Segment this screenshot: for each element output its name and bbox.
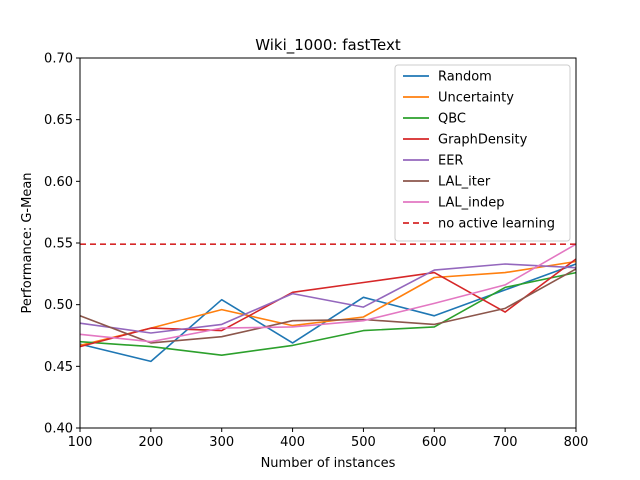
y-tick-label: 0.50 xyxy=(44,298,73,313)
x-tick-label: 400 xyxy=(280,435,305,450)
series-line-graphdensity xyxy=(79,258,577,348)
series-line-lal-iter xyxy=(79,268,577,344)
x-tick-label: 800 xyxy=(564,435,589,450)
legend-label: LAL_indep xyxy=(438,196,505,211)
y-axis: 0.40 0.45 0.50 0.55 0.60 0.65 0.70 xyxy=(44,52,80,437)
legend-label: LAL_iter xyxy=(438,175,491,190)
legend-label: QBC xyxy=(438,112,466,127)
plot-lines xyxy=(79,243,577,363)
y-axis-label: Performance: G-Mean xyxy=(20,172,35,313)
y-tick-label: 0.70 xyxy=(44,52,73,67)
y-tick-label: 0.60 xyxy=(44,175,73,190)
y-tick-label: 0.40 xyxy=(44,422,73,437)
x-tick-label: 500 xyxy=(351,435,376,450)
legend-box xyxy=(394,64,571,242)
legend-label: Random xyxy=(438,70,492,85)
legend-label: GraphDensity xyxy=(438,133,528,148)
y-tick-label: 0.65 xyxy=(44,113,73,128)
series-line-lal-indep xyxy=(79,243,577,343)
legend: Random Uncertainty QBC GraphDensity EER LAL_i… xyxy=(394,64,571,242)
x-axis-label: Number of instances xyxy=(261,456,396,471)
y-tick-label: 0.55 xyxy=(44,237,73,252)
y-tick-label: 0.45 xyxy=(44,360,73,375)
series-line-qbc xyxy=(79,271,577,357)
legend-label: no active learning xyxy=(438,217,555,232)
chart-title: Wiki_1000: fastText xyxy=(255,36,401,55)
x-tick-label: 300 xyxy=(209,435,234,450)
x-tick-label: 200 xyxy=(138,435,163,450)
legend-label: Uncertainty xyxy=(438,91,514,106)
series-line-uncertainty xyxy=(79,260,577,347)
x-tick-label: 700 xyxy=(493,435,518,450)
series-line-eer xyxy=(79,263,577,334)
x-tick-label: 600 xyxy=(422,435,447,450)
x-axis: 100 200 300 400 500 600 700 800 xyxy=(68,428,589,450)
legend-label: EER xyxy=(438,154,463,169)
x-tick-label: 100 xyxy=(68,435,93,450)
